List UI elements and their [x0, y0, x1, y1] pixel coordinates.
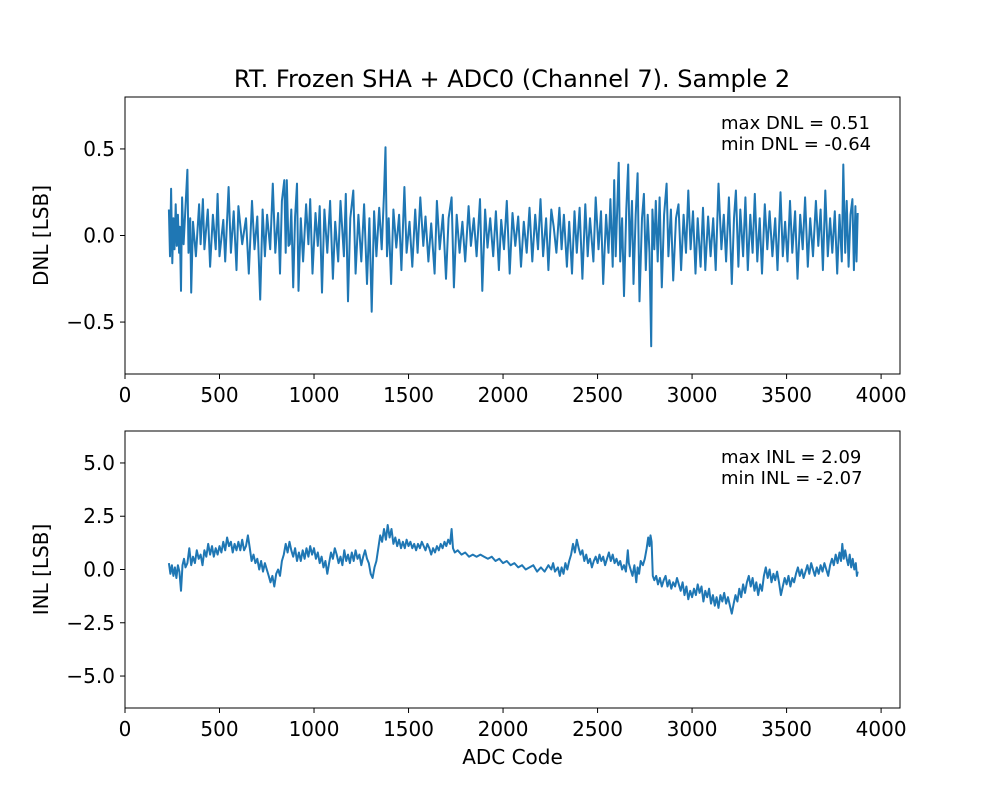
inl-y-tick-label-0: −5.0	[66, 664, 115, 688]
inl-y-tick-label-2: 0.0	[83, 558, 115, 582]
dnl-x-tick-label-3500: 3500	[761, 383, 812, 407]
dnl-x-tick-label-0: 0	[119, 383, 132, 407]
inl-y-axis-label: INL [LSB]	[29, 524, 53, 616]
inl-min-annotation: min INL = -2.07	[721, 468, 863, 489]
inl-x-tick-label-2000: 2000	[478, 717, 529, 741]
dnl-x-tick-label-3000: 3000	[667, 383, 718, 407]
dnl-x-tick-label-2500: 2500	[572, 383, 623, 407]
inl-max-annotation: max INL = 2.09	[721, 447, 861, 468]
dnl-y-tick-label-1: 0.0	[83, 224, 115, 248]
dnl-ticks: 0 500 1000 1500 2000 2500 3000 3500 4000 −0.5 0.0 0…	[66, 137, 906, 407]
dnl-min-annotation: min DNL = -0.64	[721, 134, 871, 155]
inl-y-tick-label-3: 2.5	[83, 504, 115, 528]
inl-ticks: 0 500 1000 1500 2000 2500 3000 3500 4000 −5.0 −2.5…	[66, 451, 906, 741]
inl-axes-frame	[124, 430, 901, 709]
inl-series-line	[167, 524, 859, 615]
dnl-axes: 0 500 1000 1500 2000 2500 3000 3500 4000 −0.5 0.0 0…	[29, 96, 907, 407]
dnl-y-axis-label: DNL [LSB]	[29, 185, 53, 286]
chart-title: RT. Frozen SHA + ADC0 (Channel 7). Sampl…	[234, 65, 790, 93]
dnl-x-tick-label-1500: 1500	[383, 383, 434, 407]
dnl-x-tick-label-4000: 4000	[856, 383, 907, 407]
dnl-series-line	[167, 146, 859, 348]
inl-axes: 0 500 1000 1500 2000 2500 3000 3500 4000 −5.0 −2.5…	[29, 430, 907, 769]
dnl-axes-frame	[124, 96, 901, 375]
inl-x-axis-label: ADC Code	[462, 745, 563, 769]
dnl-x-tick-label-2000: 2000	[478, 383, 529, 407]
inl-x-tick-label-3500: 3500	[761, 717, 812, 741]
inl-y-tick-label-4: 5.0	[83, 451, 115, 475]
inl-x-tick-label-2500: 2500	[572, 717, 623, 741]
inl-x-tick-label-1500: 1500	[383, 717, 434, 741]
inl-x-tick-label-0: 0	[119, 717, 132, 741]
dnl-x-tick-label-500: 500	[200, 383, 238, 407]
inl-x-tick-label-3000: 3000	[667, 717, 718, 741]
inl-x-tick-label-500: 500	[200, 717, 238, 741]
dnl-y-tick-label-2: 0.5	[83, 137, 115, 161]
dnl-y-tick-label-0: −0.5	[66, 310, 115, 334]
inl-x-tick-label-1000: 1000	[289, 717, 340, 741]
dnl-max-annotation: max DNL = 0.51	[721, 113, 870, 134]
inl-y-tick-label-1: −2.5	[66, 611, 115, 635]
dnl-x-tick-label-1000: 1000	[289, 383, 340, 407]
inl-x-tick-label-4000: 4000	[856, 717, 907, 741]
